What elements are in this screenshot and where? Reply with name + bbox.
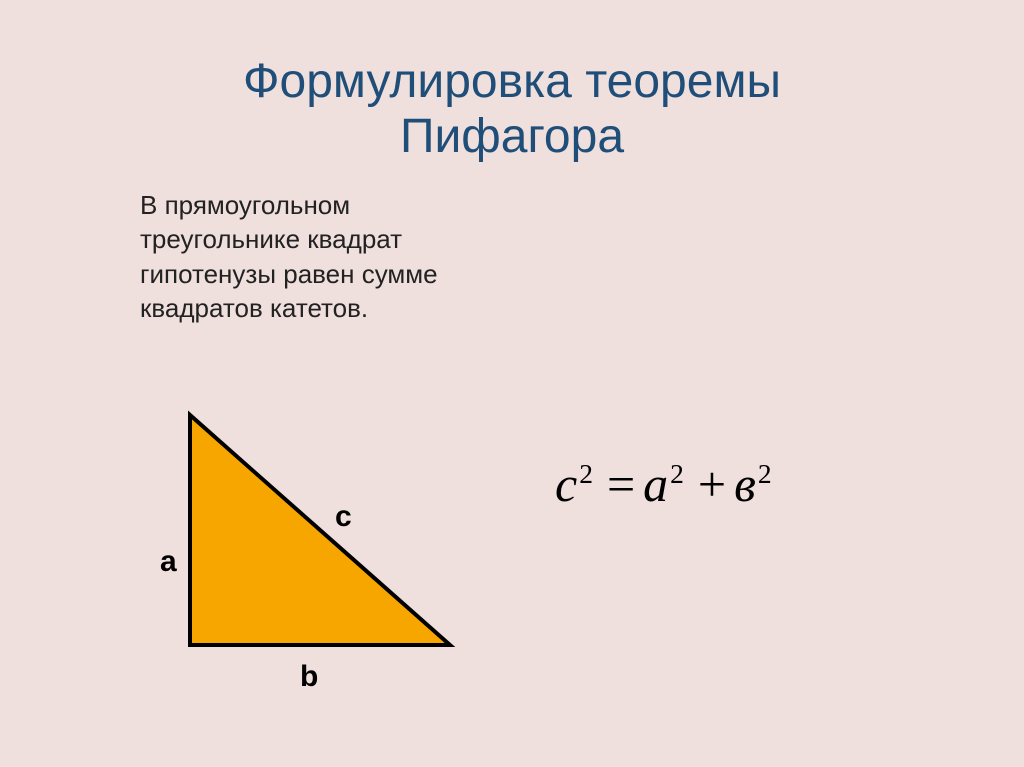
formula-b-exp: 2 — [758, 458, 772, 489]
formula-a-exp: 2 — [670, 458, 684, 489]
formula-a: a — [643, 456, 668, 512]
side-a-label: a — [160, 545, 177, 579]
slide-title: Формулировка теоремы Пифагора — [0, 54, 1024, 164]
formula-c-exp: 2 — [579, 458, 593, 489]
formula-plus: + — [698, 456, 726, 512]
title-line-2: Пифагора — [400, 110, 624, 163]
theorem-line-1: В прямоугольном — [140, 190, 350, 220]
slide: Формулировка теоремы Пифагора В прямоуго… — [0, 0, 1024, 767]
theorem-line-2: треугольнике квадрат — [140, 224, 402, 254]
triangle-diagram: a b c — [130, 395, 470, 725]
formula-equals: = — [607, 456, 635, 512]
formula-b: в — [734, 456, 756, 512]
formula-c: c — [555, 456, 577, 512]
theorem-line-4: квадратов катетов. — [140, 293, 368, 323]
theorem-statement: В прямоугольном треугольнике квадрат гип… — [140, 188, 438, 325]
right-triangle-shape — [190, 415, 450, 645]
side-b-label: b — [300, 660, 318, 694]
hypotenuse-c-label: c — [335, 500, 352, 534]
title-line-1: Формулировка теоремы — [243, 55, 781, 108]
pythagoras-formula: c2=a2+в2 — [555, 455, 778, 513]
theorem-line-3: гипотенузы равен сумме — [140, 259, 438, 289]
